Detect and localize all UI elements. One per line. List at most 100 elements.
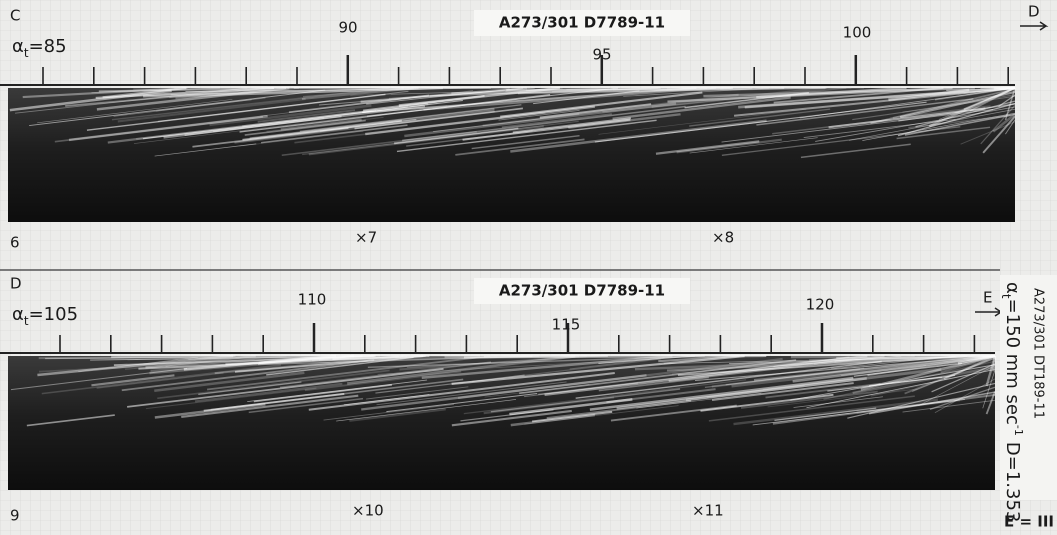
- track-streak: [767, 388, 918, 408]
- track-streak: [471, 134, 580, 150]
- track-streak: [790, 364, 996, 401]
- track-streak: [902, 399, 996, 413]
- track-streak: [963, 87, 1016, 111]
- track-streak: [143, 86, 443, 98]
- track-streak: [612, 87, 852, 91]
- track-streak: [366, 386, 469, 400]
- track-streak: [704, 355, 975, 388]
- track-streak: [257, 355, 540, 366]
- track-streak: [68, 114, 268, 142]
- track-streak: [154, 143, 257, 157]
- track-streak: [390, 87, 606, 95]
- end-label: D: [1028, 3, 1040, 21]
- track-streak: [349, 408, 446, 422]
- track-streak: [247, 379, 428, 402]
- rate-text: =105: [29, 304, 78, 325]
- side-note: αt=150 mm sec-1 D=1.353 A273/301 DT189-11 E…: [1000, 275, 1057, 531]
- track-streak: [483, 355, 608, 358]
- track-streak: [985, 391, 996, 415]
- track-streak: [946, 87, 1016, 91]
- end-arrow: [1020, 21, 1049, 31]
- track-streak: [594, 101, 927, 143]
- track-streak: [86, 93, 386, 131]
- track-streak: [194, 382, 343, 403]
- track-streak: [655, 140, 760, 155]
- track-streak: [902, 94, 1016, 113]
- end-label: E: [983, 289, 992, 307]
- track-streak: [531, 410, 613, 423]
- fiducial-marker: ×10: [352, 502, 384, 520]
- track-streak: [266, 116, 384, 132]
- track-streak: [213, 117, 325, 133]
- track-streak: [992, 355, 997, 372]
- track-streak: [598, 376, 709, 392]
- track-streak: [753, 354, 996, 382]
- track-streak: [982, 369, 996, 409]
- track-streak: [934, 87, 1016, 101]
- track-streak: [462, 118, 631, 141]
- track-streak: [517, 87, 827, 95]
- track-streak: [157, 369, 390, 400]
- track-streak: [524, 382, 639, 398]
- track-streak: [96, 372, 224, 389]
- track-streak: [366, 87, 619, 117]
- track-streak: [133, 105, 448, 144]
- track-streak: [538, 356, 850, 396]
- track-streak: [849, 108, 1016, 141]
- track-streak: [552, 87, 753, 93]
- track-streak: [111, 354, 236, 359]
- track-streak: [347, 354, 576, 385]
- track-streak: [299, 104, 522, 132]
- track-streak: [870, 88, 1016, 125]
- track-streak: [402, 105, 686, 142]
- scale-label: 120: [806, 296, 835, 314]
- track-streak: [111, 87, 389, 121]
- track-streak: [774, 407, 877, 422]
- track-streak: [242, 119, 402, 141]
- track-streak: [350, 87, 610, 96]
- track-streak: [396, 119, 657, 153]
- track-streak: [192, 127, 349, 148]
- track-streak: [54, 115, 264, 143]
- track-streak: [533, 90, 640, 105]
- track-streak: [127, 368, 444, 408]
- track-streak: [512, 117, 631, 134]
- track-streak: [366, 87, 524, 105]
- track-streak: [721, 109, 994, 143]
- track-streak: [711, 382, 854, 402]
- track-streak: [37, 99, 233, 124]
- track-streak: [841, 364, 927, 376]
- track-streak: [472, 358, 661, 383]
- track-streak: [332, 355, 430, 361]
- rate-superscript: -1: [1012, 425, 1025, 436]
- track-streak: [616, 377, 867, 410]
- track-streak: [253, 384, 392, 403]
- track-streak: [433, 113, 580, 133]
- track-streak: [677, 355, 968, 376]
- plate-id: A273/301 D7789-11: [499, 282, 665, 300]
- track-streak: [711, 367, 861, 388]
- track-streak: [892, 105, 991, 120]
- track-streak: [929, 386, 996, 411]
- track-streak: [700, 393, 834, 412]
- track-streak: [888, 88, 970, 101]
- track-streak: [708, 395, 915, 422]
- track-streak: [482, 93, 739, 127]
- side-footer: E = III: [1004, 513, 1054, 531]
- track-streak: [463, 379, 747, 415]
- track-streak: [694, 355, 996, 382]
- track-streak: [235, 354, 481, 358]
- track-streak: [612, 96, 791, 120]
- track-streak: [1005, 119, 1016, 135]
- track-streak: [598, 109, 807, 135]
- track-streak: [375, 374, 525, 394]
- track-streak: [169, 87, 462, 98]
- track-streak: [455, 138, 585, 156]
- rate-label: αt=85: [12, 36, 67, 60]
- track-streak: [828, 107, 986, 129]
- track-streak: [897, 102, 1016, 137]
- track-streak: [809, 355, 996, 361]
- track-streak: [406, 355, 600, 368]
- track-streak: [539, 103, 652, 119]
